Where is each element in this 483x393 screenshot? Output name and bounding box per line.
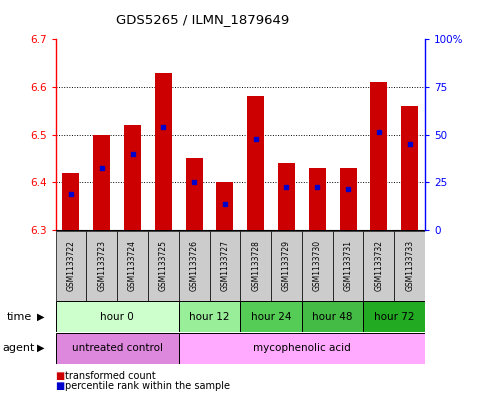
Bar (401, 106, 418, 230)
Bar (333, 231, 364, 301)
Text: GSM1133733: GSM1133733 (405, 240, 414, 291)
Bar (185, 158, 202, 230)
Text: hour 0: hour 0 (100, 312, 134, 322)
Text: ■: ■ (56, 371, 65, 381)
Text: GSM1133730: GSM1133730 (313, 240, 322, 291)
Bar (364, 301, 425, 332)
Text: hour 24: hour 24 (251, 312, 291, 322)
Bar (124, 125, 141, 230)
Bar (179, 333, 425, 364)
Text: percentile rank within the sample: percentile rank within the sample (65, 381, 230, 391)
Bar (302, 301, 364, 332)
Bar (179, 301, 240, 332)
Bar (62, 173, 79, 230)
Text: time: time (6, 312, 31, 322)
Bar (302, 231, 333, 301)
Bar (117, 231, 148, 301)
Text: agent: agent (2, 343, 35, 353)
Bar (179, 231, 210, 301)
Text: GSM1133726: GSM1133726 (190, 240, 199, 291)
Text: GDS5265 / ILMN_1879649: GDS5265 / ILMN_1879649 (116, 13, 289, 26)
Text: GSM1133731: GSM1133731 (343, 240, 353, 291)
Bar (56, 301, 179, 332)
Text: hour 72: hour 72 (374, 312, 414, 322)
Bar (86, 231, 117, 301)
Bar (364, 231, 394, 301)
Bar (370, 82, 387, 230)
Bar (271, 231, 302, 301)
Bar (56, 231, 86, 301)
Text: GSM1133729: GSM1133729 (282, 240, 291, 291)
Text: ▶: ▶ (37, 312, 45, 322)
Bar (278, 163, 295, 230)
Bar (210, 231, 240, 301)
Text: GSM1133723: GSM1133723 (97, 240, 106, 291)
Text: GSM1133725: GSM1133725 (159, 240, 168, 291)
Text: GSM1133732: GSM1133732 (374, 240, 384, 291)
Text: hour 12: hour 12 (189, 312, 230, 322)
Bar (340, 168, 356, 230)
Text: GSM1133724: GSM1133724 (128, 240, 137, 291)
Text: transformed count: transformed count (65, 371, 156, 381)
Text: mycophenolic acid: mycophenolic acid (253, 343, 351, 353)
Bar (309, 168, 326, 230)
Bar (216, 182, 233, 230)
Bar (148, 231, 179, 301)
Bar (240, 231, 271, 301)
Bar (394, 231, 425, 301)
Bar (56, 333, 179, 364)
Text: GSM1133728: GSM1133728 (251, 240, 260, 291)
Text: hour 48: hour 48 (313, 312, 353, 322)
Bar (93, 134, 110, 230)
Text: ▶: ▶ (37, 343, 45, 353)
Text: untreated control: untreated control (71, 343, 163, 353)
Bar (155, 73, 172, 230)
Bar (240, 301, 302, 332)
Text: ■: ■ (56, 381, 65, 391)
Bar (247, 96, 264, 230)
Text: GSM1133727: GSM1133727 (220, 240, 229, 291)
Text: GSM1133722: GSM1133722 (67, 240, 75, 291)
